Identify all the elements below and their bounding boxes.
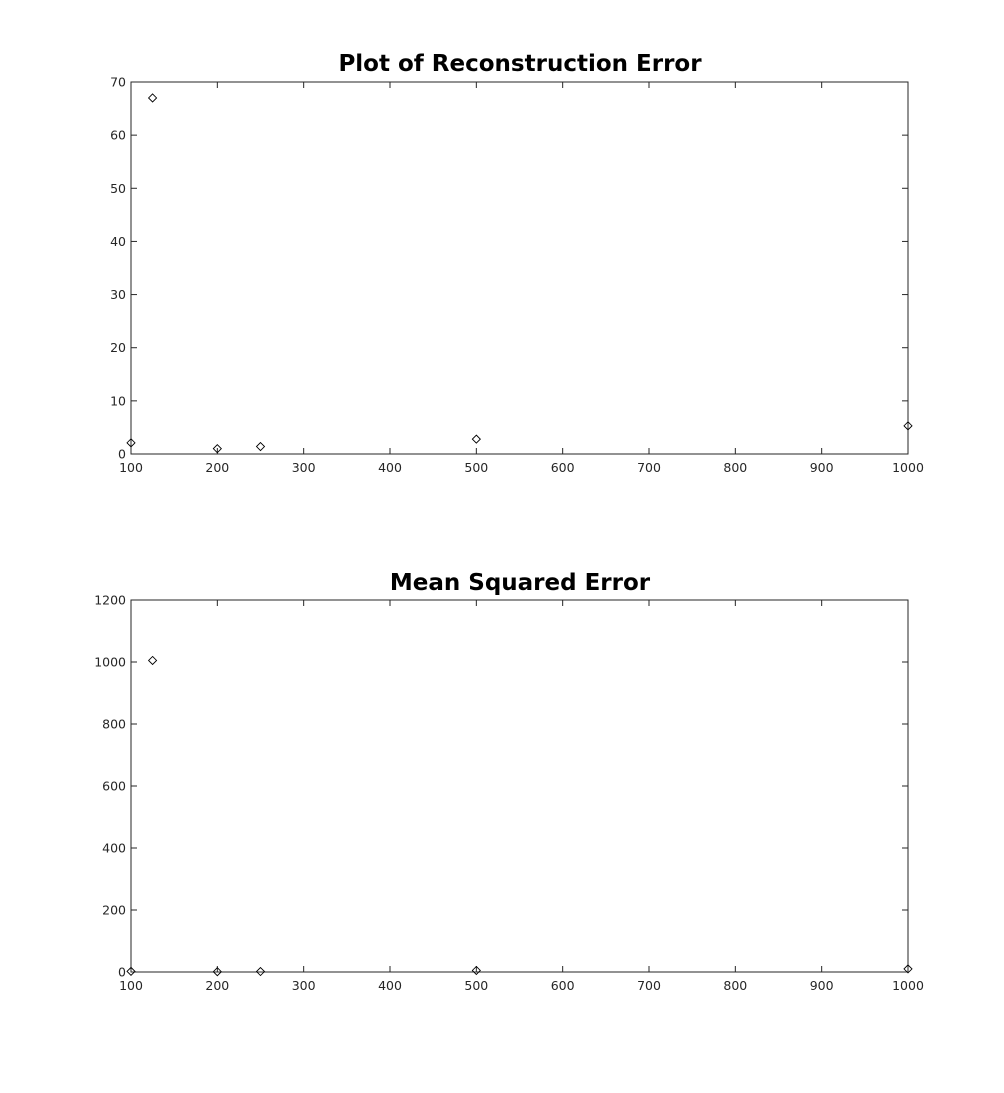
reconstruction-error-plot: Plot of Reconstruction Error 100 200 300 40…: [110, 51, 924, 475]
y-tick-label: 70: [110, 75, 126, 90]
ticks: 100 200 300 400 500 600 700 800 900 1000 0 10 20 30 40…: [110, 75, 924, 476]
x-tick-label: 400: [378, 978, 402, 993]
x-tick-label: 400: [378, 460, 402, 475]
ticks: 100 200 300 400 500 600 700 800 900 1000 0 200 400 60…: [94, 593, 924, 994]
data-point: [212, 967, 222, 977]
data-point: [126, 966, 136, 977]
data-point: [126, 438, 136, 448]
y-tick-label: 60: [110, 128, 126, 143]
x-tick-label: 700: [637, 978, 661, 993]
x-tick-label: 300: [292, 460, 316, 475]
x-tick-label: 1000: [892, 460, 924, 475]
data-point: [212, 444, 222, 454]
x-tick-label: 300: [292, 978, 316, 993]
y-tick-label: 40: [110, 234, 126, 249]
axes-box: [130, 81, 909, 455]
x-tick-label: 1000: [892, 978, 924, 993]
x-tick-label: 500: [464, 460, 488, 475]
y-tick-label: 1000: [94, 655, 126, 670]
y-tick-label: 10: [110, 393, 126, 408]
y-tick-label: 50: [110, 181, 126, 196]
x-tick-label: 900: [810, 978, 834, 993]
x-tick-label: 800: [723, 978, 747, 993]
data-point: [471, 434, 481, 444]
x-tick-label: 200: [205, 978, 229, 993]
x-tick-label: 900: [810, 460, 834, 475]
y-tick-label: 400: [102, 841, 126, 856]
data-point: [147, 655, 158, 666]
x-tick-label: 200: [205, 460, 229, 475]
data-point: [903, 421, 913, 431]
data-point: [255, 441, 266, 452]
axes-box: [130, 599, 909, 973]
y-tick-label: 30: [110, 287, 126, 302]
data-points: [126, 93, 913, 454]
data-point: [903, 964, 913, 974]
data-point: [147, 93, 158, 103]
y-tick-label: 0: [118, 447, 126, 462]
y-tick-label: 20: [110, 340, 126, 355]
data-point: [471, 965, 481, 976]
data-point: [255, 966, 266, 977]
x-tick-label: 100: [119, 460, 143, 475]
x-tick-label: 800: [723, 460, 747, 475]
y-tick-label: 600: [102, 779, 126, 794]
chart-title: Plot of Reconstruction Error: [338, 51, 702, 77]
y-tick-label: 200: [102, 903, 126, 918]
x-tick-label: 100: [119, 978, 143, 993]
x-tick-label: 700: [637, 460, 661, 475]
x-tick-label: 500: [464, 978, 488, 993]
y-tick-label: 1200: [94, 593, 126, 608]
x-tick-label: 600: [551, 460, 575, 475]
data-points: [126, 655, 913, 977]
chart-title: Mean Squared Error: [390, 570, 651, 596]
mean-squared-error-plot: Mean Squared Error 100 200 300 400 500 600 700…: [94, 570, 924, 993]
y-tick-label: 800: [102, 717, 126, 732]
y-tick-label: 0: [118, 965, 126, 980]
x-tick-label: 600: [551, 978, 575, 993]
